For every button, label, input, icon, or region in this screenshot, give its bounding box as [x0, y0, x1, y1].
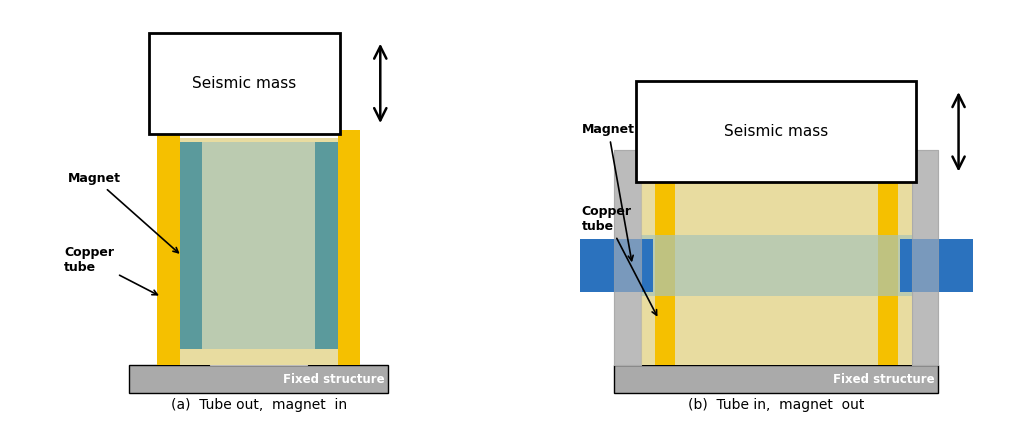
Bar: [912, 150, 939, 365]
Text: Magnet: Magnet: [68, 172, 178, 253]
Text: (b)  Tube in,  magnet  out: (b) Tube in, magnet out: [688, 398, 864, 411]
Bar: [655, 182, 675, 365]
Text: (a)  Tube out,  magnet  in: (a) Tube out, magnet in: [171, 398, 347, 411]
Bar: [180, 142, 202, 349]
Bar: [202, 142, 316, 349]
Bar: [157, 138, 180, 365]
Text: Magnet: Magnet: [582, 124, 634, 261]
Bar: [337, 138, 360, 365]
Text: Seismic mass: Seismic mass: [724, 124, 828, 139]
Bar: [641, 182, 912, 365]
Text: Copper
tube: Copper tube: [64, 246, 157, 295]
Bar: [157, 130, 180, 142]
Bar: [316, 142, 337, 349]
Text: Fixed structure: Fixed structure: [832, 373, 935, 386]
Text: Copper
tube: Copper tube: [582, 205, 656, 315]
Bar: [912, 150, 939, 365]
Bar: [157, 138, 360, 365]
Bar: [899, 239, 973, 292]
Bar: [878, 182, 897, 365]
Text: Seismic mass: Seismic mass: [193, 76, 297, 91]
Bar: [614, 150, 641, 365]
Bar: [129, 365, 388, 393]
Text: Fixed structure: Fixed structure: [283, 373, 384, 386]
Bar: [337, 130, 360, 142]
Bar: [641, 182, 912, 365]
Bar: [637, 81, 916, 182]
Bar: [210, 243, 307, 365]
Bar: [580, 239, 653, 292]
Bar: [641, 235, 912, 295]
Bar: [614, 365, 939, 393]
Bar: [149, 33, 339, 134]
Bar: [614, 150, 641, 365]
